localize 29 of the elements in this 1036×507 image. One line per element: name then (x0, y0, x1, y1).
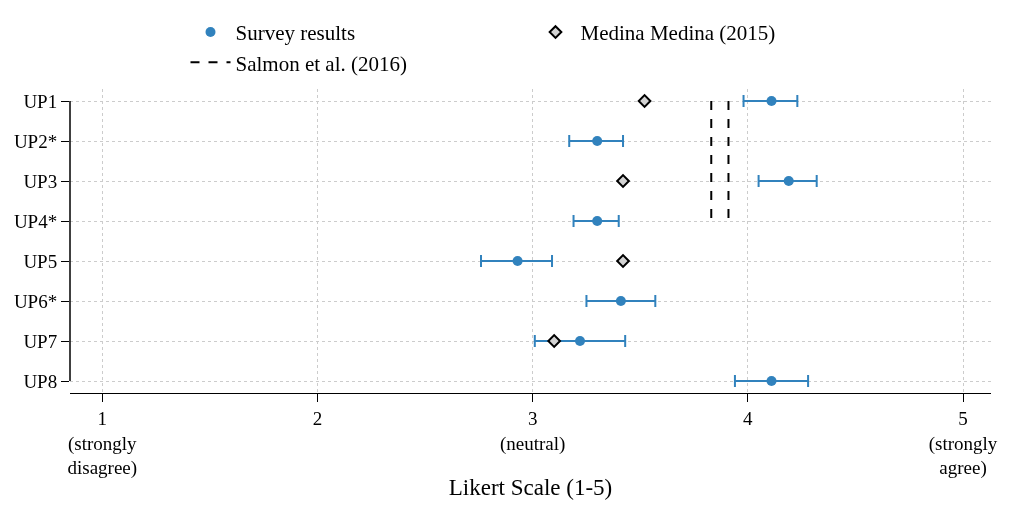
point (592, 136, 603, 146)
point (616, 174, 630, 188)
point (512, 256, 523, 266)
x-tick-label: 3 (neutral) (499, 407, 566, 455)
point (783, 176, 794, 186)
point (637, 94, 652, 108)
x-tick-label: 4 (743, 407, 754, 429)
y-tick-label: UP8 (23, 370, 58, 392)
y-tick-label: UP7 (23, 330, 58, 352)
y-tick-label: UP1 (23, 90, 58, 112)
y-tick-label: UP5 (23, 250, 58, 272)
x-tick-label: 2 (312, 407, 323, 429)
point (616, 254, 630, 268)
legend-label: Survey results (235, 21, 356, 46)
point (574, 336, 585, 346)
x-tick-label: 1 (strongly disagree) (67, 407, 138, 480)
x-axis-title: Likert Scale (1-5) (448, 474, 613, 500)
y-tick-label: UP6* (13, 290, 58, 312)
y-tick-label: UP4* (13, 210, 58, 232)
x-tick-label: 5 (strongly agree) (928, 407, 998, 480)
point (547, 334, 562, 348)
point (766, 96, 777, 106)
point (592, 216, 603, 226)
legend-label: Salmon et al. (2016) (235, 51, 407, 76)
y-tick-label: UP2* (13, 130, 58, 152)
point (766, 376, 777, 386)
legend-label: Medina Medina (2015) (580, 21, 776, 46)
point (615, 296, 626, 306)
y-tick-label: UP3 (23, 170, 58, 192)
